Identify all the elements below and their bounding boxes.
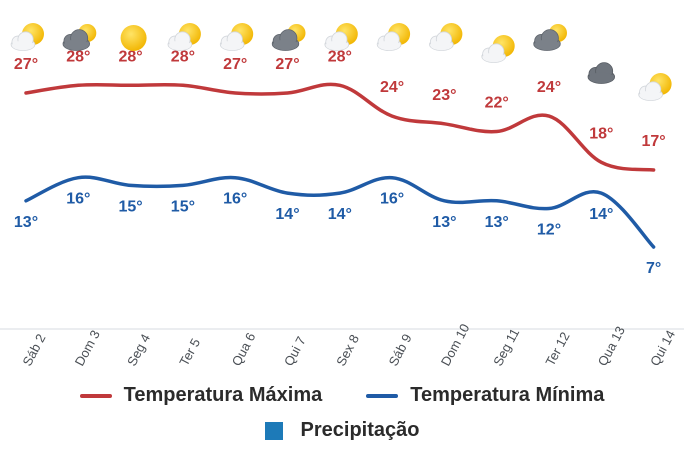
data-label-max: 23°: [432, 87, 456, 104]
legend-item-max[interactable]: Temperatura Máxima: [79, 384, 323, 407]
data-label-min: 13°: [432, 214, 456, 231]
sun-cloud-icon: [638, 73, 672, 101]
x-tick-label: Dom 10: [438, 321, 473, 368]
data-label-max: 18°: [589, 125, 613, 142]
legend-label-min: Temperatura Mínima: [410, 384, 605, 406]
legend-swatch-min: [366, 393, 399, 398]
data-label-min: 13°: [14, 214, 38, 231]
data-label-min: 13°: [485, 214, 509, 231]
forecast-chart: 27° 28° 28° 28° 27° 27° 28° 24° 23° 22° 24° 18° 17° 1…: [0, 23, 684, 369]
data-label-min: 7°: [646, 260, 661, 277]
data-label-max: 28°: [171, 48, 195, 65]
x-tick-label: Seg 4: [124, 331, 153, 368]
sun-cloud-icon: [481, 35, 515, 63]
x-tick-label: Ter 5: [176, 336, 203, 369]
data-label-max: 27°: [223, 56, 247, 73]
legend-row: Temperatura Máxima Temperatura Mínima: [0, 384, 684, 407]
sun-cloud-icon: [429, 23, 463, 51]
data-label-min: 15°: [118, 198, 142, 215]
x-tick-label: Qui 7: [281, 334, 309, 368]
legend-label-max: Temperatura Máxima: [123, 384, 323, 406]
x-tick-label: Ter 12: [542, 329, 572, 368]
legend-row-precip: Precipitação: [0, 419, 684, 442]
x-tick-label: Qua 13: [595, 324, 628, 369]
series-line-max: [24, 82, 656, 172]
data-label-min: 14°: [589, 206, 613, 223]
x-tick-label: Sex 8: [333, 332, 362, 368]
sun-icon: [120, 25, 147, 51]
x-tick-label: Qua 6: [229, 330, 259, 368]
data-label-max: 28°: [328, 48, 352, 65]
legend-swatch-max: [79, 393, 112, 398]
sun-cloud-icon: [167, 23, 201, 51]
data-label-min: 12°: [537, 222, 561, 239]
x-tick-label: Dom 3: [72, 328, 103, 369]
data-label-max: 28°: [118, 48, 142, 65]
dark-cloud-sun-icon: [271, 24, 306, 51]
data-label-max: 17°: [641, 133, 665, 150]
sun-cloud-icon: [324, 23, 358, 51]
data-label-max: 27°: [14, 56, 38, 73]
sun-cloud-icon: [10, 23, 44, 51]
data-label-max: 24°: [380, 79, 404, 96]
legend-item-min[interactable]: Temperatura Mínima: [366, 384, 604, 407]
data-label-max: 28°: [66, 48, 90, 65]
data-label-min: 16°: [380, 191, 404, 208]
data-label-min: 16°: [223, 191, 247, 208]
legend-swatch-precipitation: [264, 421, 283, 440]
x-tick-label: Sáb 2: [19, 331, 48, 368]
data-label-min: 16°: [66, 191, 90, 208]
sun-cloud-icon: [219, 23, 254, 51]
x-tick-label: Sáb 9: [386, 331, 415, 368]
legend-label-precipitation: Precipitação: [300, 419, 420, 441]
data-label-max: 24°: [537, 79, 561, 96]
dark-cloud-icon: [587, 62, 616, 84]
data-label-max: 22°: [485, 95, 509, 112]
dark-cloud-sun-icon: [62, 24, 97, 51]
legend-item-precipitation[interactable]: Precipitação: [264, 419, 420, 442]
data-label-max: 27°: [275, 56, 299, 73]
x-tick-label: Seg 11: [490, 326, 522, 369]
data-label-min: 14°: [275, 206, 299, 223]
data-label-min: 15°: [171, 198, 195, 215]
x-tick-label: Qui 14: [647, 328, 678, 369]
data-label-min: 14°: [328, 206, 352, 223]
series-line-min: [24, 175, 656, 249]
sun-cloud-icon: [376, 23, 411, 51]
dark-cloud-sun-icon: [533, 24, 567, 51]
